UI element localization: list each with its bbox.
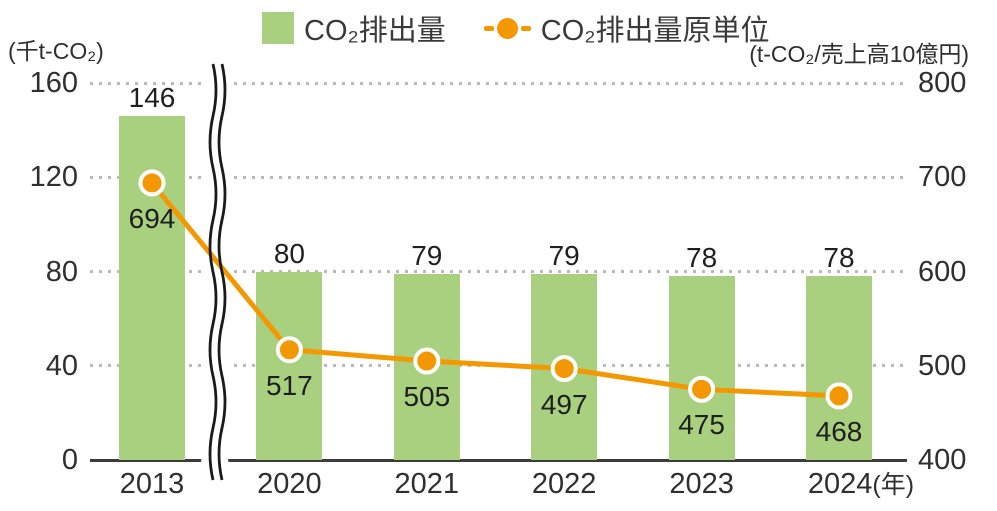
right-axis-tick-label: 400 bbox=[918, 444, 967, 476]
left-axis-tick-label: 160 bbox=[29, 67, 78, 99]
right-axis-tick-label: 800 bbox=[918, 67, 967, 99]
bar-value-label: 78 bbox=[686, 242, 718, 274]
left-axis-unit-label: (千t-CO₂) bbox=[8, 38, 104, 64]
x-axis-label-2022: 2022 bbox=[531, 468, 597, 500]
line-point-value-label: 694 bbox=[128, 202, 176, 234]
horizontal-gridline bbox=[90, 175, 907, 179]
x-axis-line bbox=[90, 459, 907, 462]
bar-value-label: 79 bbox=[548, 239, 580, 271]
x-axis-label-2013: 2013 bbox=[119, 468, 185, 500]
line-point-value-label: 517 bbox=[266, 369, 313, 401]
bar-co2-emissions-2020 bbox=[256, 271, 323, 460]
legend-label-intensity: CO₂排出量原単位 bbox=[540, 15, 770, 47]
right-axis-tick-label: 700 bbox=[918, 161, 967, 194]
horizontal-gridline bbox=[90, 81, 907, 85]
left-axis-tick-label: 0 bbox=[61, 444, 78, 476]
bar-value-label: 78 bbox=[823, 242, 855, 274]
bar-co2-emissions-2013 bbox=[119, 115, 185, 460]
left-axis-tick-label: 120 bbox=[29, 161, 78, 194]
right-axis-tick-label: 500 bbox=[918, 349, 967, 382]
horizontal-gridline bbox=[90, 270, 907, 273]
left-axis-tick-label: 40 bbox=[45, 349, 78, 382]
x-axis-label-2024: 2024(年) bbox=[807, 468, 915, 500]
legend-item-emissions: CO₂排出量 bbox=[262, 7, 446, 49]
right-axis-unit-label: (t-CO₂/売上高10億円) bbox=[749, 41, 969, 67]
line-point-value-label: 505 bbox=[403, 381, 451, 413]
line-series-marker-icon bbox=[483, 17, 531, 39]
bar-value-label: 146 bbox=[128, 81, 176, 113]
bar-co2-emissions-2022 bbox=[531, 273, 598, 460]
legend-item-intensity: CO₂排出量原単位 bbox=[483, 7, 770, 49]
x-axis-unit-suffix: (年) bbox=[872, 471, 915, 499]
bar-series-swatch-icon bbox=[262, 12, 294, 44]
line-point-value-label: 475 bbox=[678, 409, 725, 441]
line-point-value-label: 468 bbox=[815, 415, 863, 447]
x-axis-label-2021: 2021 bbox=[394, 468, 460, 500]
line-point-value-label: 497 bbox=[540, 388, 588, 420]
bar-value-label: 80 bbox=[273, 237, 305, 269]
left-axis-tick-label: 80 bbox=[45, 255, 78, 288]
horizontal-gridline bbox=[90, 364, 907, 368]
legend-label-emissions: CO₂排出量 bbox=[304, 15, 446, 47]
bar-co2-emissions-2021 bbox=[393, 273, 460, 460]
right-axis-tick-label: 600 bbox=[918, 255, 967, 288]
legend: CO₂排出量 CO₂排出量原単位 bbox=[262, 7, 770, 49]
x-axis-label-2020: 2020 bbox=[257, 468, 322, 500]
bar-value-label: 79 bbox=[411, 239, 443, 271]
x-axis-label-2023: 2023 bbox=[669, 468, 734, 500]
